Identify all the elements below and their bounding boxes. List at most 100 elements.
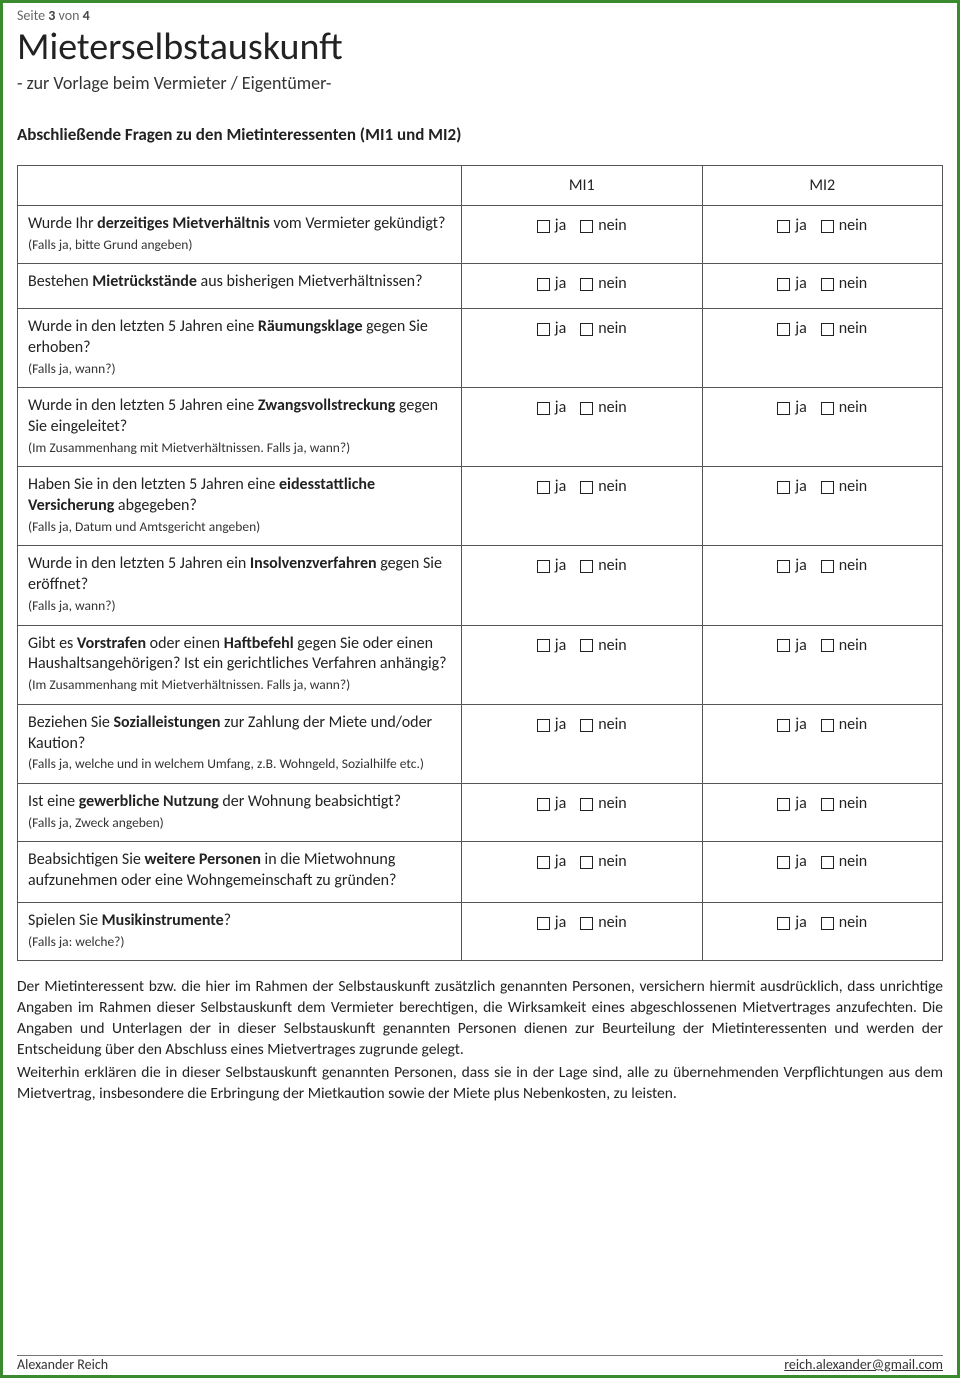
checkbox-ja[interactable]: ja — [777, 398, 807, 419]
question-hint: (Falls ja, welche und in welchem Umfang,… — [28, 755, 451, 773]
option-label-ja: ja — [795, 319, 807, 340]
table-row: Wurde in den letzten 5 Jahren ein Insolv… — [18, 546, 943, 625]
checkbox-ja[interactable]: ja — [537, 274, 567, 295]
checkbox-nein[interactable]: nein — [821, 556, 867, 577]
table-row: Wurde in den letzten 5 Jahren eine Räumu… — [18, 309, 943, 388]
checkbox-ja[interactable]: ja — [777, 852, 807, 873]
checkbox-nein[interactable]: nein — [821, 216, 867, 237]
checkbox-nein[interactable]: nein — [580, 319, 626, 340]
question-cell: Wurde in den letzten 5 Jahren eine Räumu… — [18, 309, 462, 388]
checkbox-ja[interactable]: ja — [537, 794, 567, 815]
checkbox-nein[interactable]: nein — [821, 636, 867, 657]
option-label-ja: ja — [795, 274, 807, 295]
checkbox-icon — [777, 278, 790, 291]
checkbox-ja[interactable]: ja — [777, 715, 807, 736]
checkbox-ja[interactable]: ja — [777, 913, 807, 934]
option-label-ja: ja — [555, 216, 567, 237]
checkbox-ja[interactable]: ja — [537, 319, 567, 340]
checkbox-ja[interactable]: ja — [537, 556, 567, 577]
checkbox-icon — [821, 481, 834, 494]
checkbox-ja[interactable]: ja — [537, 398, 567, 419]
question-hint: (Falls ja, wann?) — [28, 360, 451, 378]
option-label-nein: nein — [839, 216, 867, 237]
option-label-nein: nein — [598, 636, 626, 657]
checkbox-ja[interactable]: ja — [777, 274, 807, 295]
checkbox-icon — [537, 323, 550, 336]
checkbox-ja[interactable]: ja — [777, 477, 807, 498]
option-label-ja: ja — [555, 319, 567, 340]
checkbox-nein[interactable]: nein — [580, 636, 626, 657]
question-hint: (Falls ja: welche?) — [28, 933, 451, 951]
question-text: Spielen Sie Musikinstrumente? — [28, 911, 231, 930]
option-label-ja: ja — [555, 715, 567, 736]
question-cell: Spielen Sie Musikinstrumente? (Falls ja: … — [18, 902, 462, 960]
checkbox-icon — [580, 798, 593, 811]
table-row: Spielen Sie Musikinstrumente? (Falls ja: … — [18, 902, 943, 960]
checkbox-nein[interactable]: nein — [580, 216, 626, 237]
question-cell: Ist eine gewerbliche Nutzung der Wohnung… — [18, 783, 462, 841]
question-hint: (Falls ja, Zweck angeben) — [28, 814, 451, 832]
mi1-cell: janein — [462, 704, 703, 783]
checkbox-nein[interactable]: nein — [580, 477, 626, 498]
checkbox-icon — [537, 639, 550, 652]
checkbox-nein[interactable]: nein — [821, 715, 867, 736]
checkbox-nein[interactable]: nein — [821, 398, 867, 419]
option-label-nein: nein — [839, 913, 867, 934]
checkbox-ja[interactable]: ja — [537, 636, 567, 657]
checkbox-ja[interactable]: ja — [777, 216, 807, 237]
question-cell: Haben Sie in den letzten 5 Jahren eine e… — [18, 467, 462, 546]
checkbox-ja[interactable]: ja — [537, 913, 567, 934]
checkbox-icon — [580, 856, 593, 869]
checkbox-ja[interactable]: ja — [537, 715, 567, 736]
checkbox-ja[interactable]: ja — [537, 477, 567, 498]
mi1-cell: ja nein — [462, 842, 703, 903]
checkbox-icon — [580, 402, 593, 415]
checkbox-nein[interactable]: nein — [580, 913, 626, 934]
checkbox-nein[interactable]: nein — [821, 794, 867, 815]
mi2-cell: ja nein — [702, 388, 943, 467]
checkbox-icon — [537, 560, 550, 573]
checkbox-icon — [537, 798, 550, 811]
mi1-cell: janein — [462, 902, 703, 960]
option-label-nein: nein — [839, 398, 867, 419]
checkbox-nein[interactable]: nein — [580, 274, 626, 295]
checkbox-nein[interactable]: nein — [580, 852, 626, 873]
checkbox-icon — [777, 402, 790, 415]
checkbox-nein[interactable]: nein — [580, 794, 626, 815]
checkbox-icon — [537, 856, 550, 869]
checkbox-nein[interactable]: nein — [580, 715, 626, 736]
checkbox-nein[interactable]: nein — [821, 477, 867, 498]
option-label-ja: ja — [795, 715, 807, 736]
checkbox-nein[interactable]: nein — [821, 913, 867, 934]
checkbox-icon — [537, 402, 550, 415]
checkbox-nein[interactable]: nein — [821, 319, 867, 340]
legal-text: Der Mietinteressent bzw. die hier im Rah… — [17, 977, 943, 1105]
question-cell: Gibt es Vorstrafen oder einen Haftbefehl… — [18, 625, 462, 704]
mi2-cell: janein — [702, 264, 943, 309]
option-label-ja: ja — [555, 477, 567, 498]
option-label-nein: nein — [598, 852, 626, 873]
checkbox-nein[interactable]: nein — [821, 852, 867, 873]
checkbox-ja[interactable]: ja — [777, 794, 807, 815]
question-cell: Beabsichtigen Sie weitere Personen in di… — [18, 842, 462, 903]
question-cell: Bestehen Mietrückstände aus bisherigen M… — [18, 264, 462, 309]
checkbox-ja[interactable]: ja — [777, 556, 807, 577]
checkbox-ja[interactable]: ja — [777, 636, 807, 657]
checkbox-ja[interactable]: ja — [537, 852, 567, 873]
option-label-ja: ja — [555, 913, 567, 934]
checkbox-ja[interactable]: ja — [777, 319, 807, 340]
mi2-cell: janein — [702, 704, 943, 783]
legal-paragraph-2: Weiterhin erklären die in dieser Selbsta… — [17, 1063, 943, 1105]
mi1-cell: ja nein — [462, 625, 703, 704]
mi1-cell: janein — [462, 783, 703, 841]
checkbox-nein[interactable]: nein — [580, 556, 626, 577]
section-heading: Abschließende Fragen zu den Mietinteress… — [17, 124, 943, 145]
checkbox-nein[interactable]: nein — [821, 274, 867, 295]
mi2-cell: janein — [702, 467, 943, 546]
table-row: Wurde Ihr derzeitiges Mietverhältnis vom… — [18, 206, 943, 264]
option-label-ja: ja — [795, 556, 807, 577]
checkbox-ja[interactable]: ja — [537, 216, 567, 237]
checkbox-nein[interactable]: nein — [580, 398, 626, 419]
mi1-cell: janein — [462, 546, 703, 625]
checkbox-icon — [777, 481, 790, 494]
